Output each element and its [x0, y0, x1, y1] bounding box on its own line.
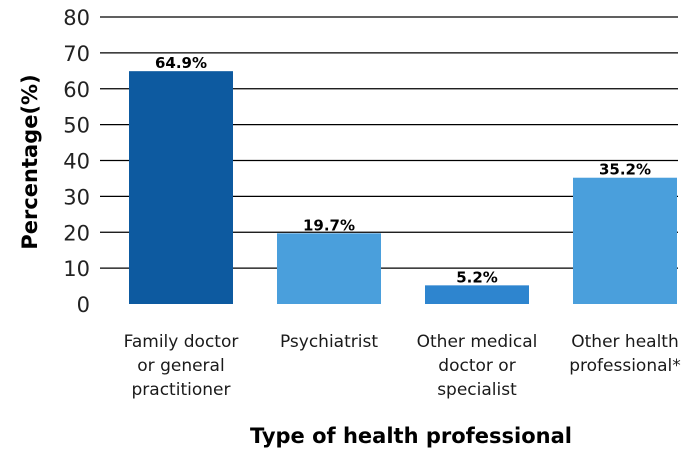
- data-label-3: 35.2%: [599, 161, 651, 179]
- category-label-line: doctor or: [438, 356, 515, 376]
- x-axis-title: Type of health professional: [250, 424, 572, 448]
- y-tick-label: 80: [63, 6, 90, 30]
- category-label-1: Psychiatrist: [280, 332, 378, 352]
- category-label-line: Other medical: [417, 332, 538, 352]
- bar-3: [573, 177, 677, 304]
- category-label-line: or general: [137, 356, 224, 376]
- category-label-2: Other medical doctor or specialist: [417, 332, 538, 400]
- data-label-1: 19.7%: [303, 216, 355, 234]
- bar-0: [129, 71, 233, 304]
- category-label-line: professional*: [569, 356, 681, 376]
- y-tick-label: 50: [63, 114, 90, 138]
- bars: [129, 71, 677, 304]
- data-label-2: 5.2%: [456, 268, 498, 286]
- category-label-line: Other health: [571, 332, 679, 352]
- category-label-line: practitioner: [132, 380, 231, 400]
- bar-2: [425, 285, 529, 304]
- y-tick-label: 70: [63, 42, 90, 66]
- x-axis-categories: Family doctor or general practitioner Psych…: [124, 332, 681, 400]
- y-tick-label: 60: [63, 78, 90, 102]
- category-label-3: Other health professional*: [569, 332, 681, 376]
- category-label-line: Family doctor: [124, 332, 239, 352]
- category-label-line: specialist: [437, 380, 517, 400]
- y-tick-label: 40: [63, 150, 90, 174]
- y-tick-label: 0: [77, 293, 90, 317]
- bar-1: [277, 233, 381, 304]
- y-axis-ticks: 0 10 20 30 40 50 60 70 80: [63, 6, 90, 317]
- y-tick-label: 10: [63, 257, 90, 281]
- category-label-0: Family doctor or general practitioner: [124, 332, 239, 400]
- category-label-line: Psychiatrist: [280, 332, 378, 352]
- y-tick-label: 30: [63, 185, 90, 209]
- data-label-0: 64.9%: [155, 54, 207, 72]
- data-labels: 64.9% 19.7% 5.2% 35.2%: [155, 54, 651, 286]
- y-tick-label: 20: [63, 221, 90, 245]
- y-axis-title: Percentage(%): [18, 74, 42, 249]
